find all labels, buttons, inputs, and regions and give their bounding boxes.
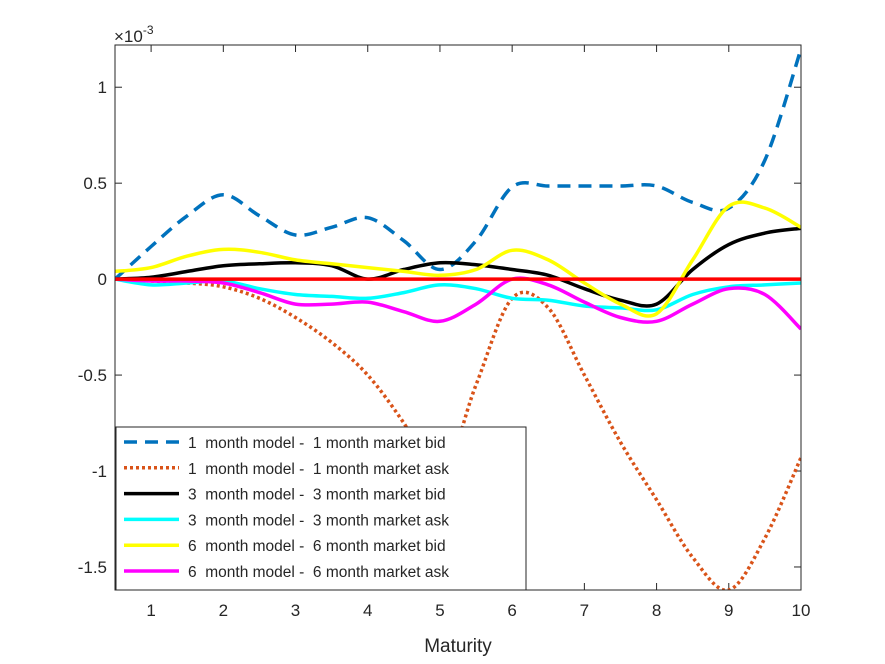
tick-layer: 1 2 3 4 5 6 7 8 9 10 -1.5 -1 -0.5 0 0.5 1 (78, 45, 811, 620)
x-tick-label: 2 (219, 601, 228, 620)
y-tick-label: -0.5 (78, 366, 107, 385)
series-line-2 (115, 277, 801, 590)
series-line-4 (115, 277, 801, 313)
legend-label-5: 6 month model - 6 month market bid (188, 538, 446, 555)
x-axis-label: Maturity (424, 636, 492, 657)
x-tick-label: 3 (291, 601, 300, 620)
x-tick-label: 4 (363, 601, 372, 620)
series-line-1 (115, 48, 801, 281)
legend-label-3: 3 month model - 3 month market bid (188, 487, 446, 504)
series-line-3 (115, 226, 801, 308)
x-tick-label: 8 (652, 601, 661, 620)
y-tick-label: 0 (98, 270, 107, 289)
y-tick-label: -1.5 (78, 558, 107, 577)
series-line-5 (115, 200, 801, 318)
x-tick-label: 7 (580, 601, 589, 620)
legend-label-4: 3 month model - 3 month market ask (188, 512, 449, 529)
y-tick-label: -1 (92, 462, 107, 481)
y-tick-label: 1 (98, 78, 107, 97)
legend-box (115, 426, 527, 591)
legend: 1 month model - 1 month market bid 1 mont… (115, 426, 527, 591)
exponent-power: -3 (143, 23, 154, 37)
x-tick-label: 9 (724, 601, 733, 620)
y-tick-label: 0.5 (83, 174, 107, 193)
x-tick-label: 6 (507, 601, 516, 620)
x-tick-label: 1 (146, 601, 155, 620)
series-line-6 (115, 276, 801, 331)
legend-label-6: 6 month model - 6 month market ask (188, 564, 449, 581)
exponent-label: ×10-3 (114, 23, 154, 46)
series-layer (115, 48, 801, 590)
x-tick-label: 5 (435, 601, 444, 620)
x-tick-label: 10 (792, 601, 811, 620)
legend-label-1: 1 month model - 1 month market bid (188, 435, 446, 452)
legend-label-2: 1 month model - 1 month market ask (188, 461, 449, 478)
